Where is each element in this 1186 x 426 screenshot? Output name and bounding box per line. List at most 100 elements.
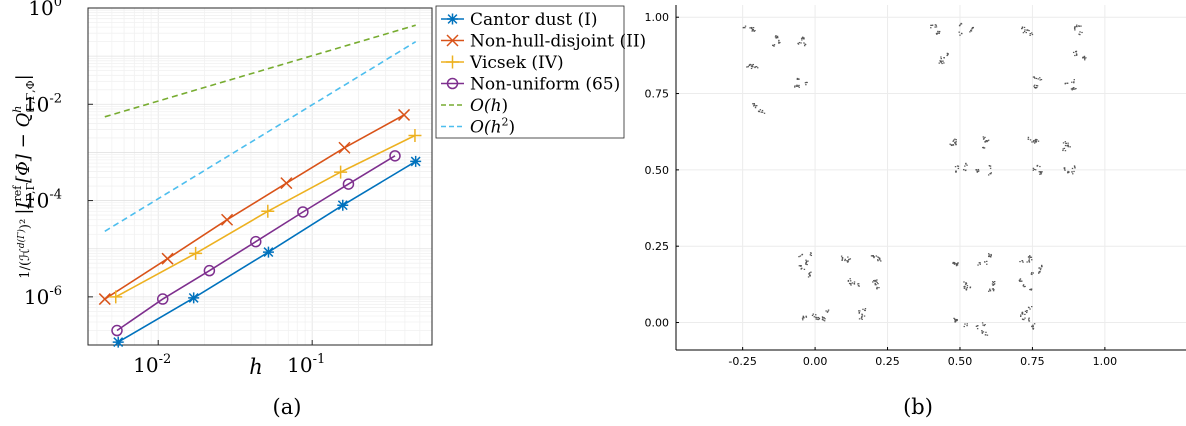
y-tick-label: 0.00 <box>645 317 670 330</box>
data-point <box>773 44 776 46</box>
data-point <box>872 281 874 283</box>
cluster <box>1019 255 1033 263</box>
data-point <box>965 283 968 285</box>
data-point <box>1023 26 1026 29</box>
data-point <box>816 316 818 319</box>
data-point <box>752 29 754 32</box>
cluster <box>771 35 781 47</box>
cluster <box>817 309 830 322</box>
x-tick-label: 10-1 <box>287 352 325 377</box>
data-point <box>955 318 958 321</box>
data-point <box>1035 87 1037 89</box>
data-point <box>823 317 825 319</box>
data-point <box>847 256 849 258</box>
data-point <box>935 26 938 28</box>
data-point <box>984 136 986 139</box>
data-point <box>778 42 780 44</box>
data-point <box>954 138 956 140</box>
data-point <box>1074 166 1076 168</box>
data-point <box>1073 81 1075 83</box>
data-point <box>956 263 958 265</box>
data-point <box>815 316 817 318</box>
data-point <box>946 52 949 54</box>
data-point <box>940 56 942 58</box>
data-point <box>955 263 958 265</box>
data-point <box>972 26 975 29</box>
data-point <box>880 260 882 262</box>
cluster <box>977 253 992 266</box>
data-point <box>1024 310 1027 312</box>
data-point <box>1023 318 1025 321</box>
data-point <box>754 29 756 32</box>
data-point <box>1036 86 1038 89</box>
data-point <box>993 280 996 283</box>
data-point <box>805 261 808 263</box>
data-point <box>848 258 850 260</box>
data-point <box>966 164 968 166</box>
data-point <box>1028 256 1030 258</box>
data-point <box>1066 144 1069 147</box>
data-point <box>775 37 777 39</box>
cluster <box>1073 24 1083 36</box>
data-point <box>879 259 881 261</box>
data-point <box>1081 31 1083 34</box>
data-point <box>954 166 957 168</box>
x-tick-label: 0.00 <box>803 355 828 368</box>
data-point <box>1038 267 1041 269</box>
data-point <box>975 325 978 327</box>
data-point <box>446 55 459 69</box>
data-point <box>805 263 807 265</box>
data-point <box>857 283 859 285</box>
y-tick-label: 100 <box>28 0 62 20</box>
data-point <box>776 36 778 38</box>
data-point <box>863 315 866 317</box>
data-point <box>796 84 798 86</box>
series-0 <box>112 155 422 348</box>
data-point <box>984 323 986 326</box>
data-point <box>1028 258 1031 260</box>
data-point <box>1024 313 1026 316</box>
cluster <box>742 25 756 32</box>
cluster <box>1064 79 1077 91</box>
data-point <box>983 324 986 327</box>
data-point <box>161 252 174 265</box>
data-point <box>1027 138 1029 140</box>
data-point <box>954 318 956 320</box>
data-point <box>959 24 961 26</box>
data-point <box>757 67 759 69</box>
data-point <box>862 308 864 310</box>
data-point <box>1064 150 1067 152</box>
data-point <box>878 287 880 289</box>
data-point <box>1022 261 1024 263</box>
data-point <box>809 274 811 277</box>
data-point <box>958 31 960 33</box>
series-3 <box>111 150 401 337</box>
data-point <box>874 284 876 286</box>
data-point <box>1063 147 1066 150</box>
data-point <box>1022 313 1024 315</box>
data-point <box>1073 170 1075 173</box>
data-point <box>1037 78 1039 80</box>
data-point <box>802 37 804 39</box>
data-point <box>750 27 752 29</box>
data-point <box>989 289 991 291</box>
data-point <box>754 105 757 107</box>
data-point <box>954 141 956 143</box>
data-point <box>1071 87 1074 89</box>
data-point <box>1079 31 1081 33</box>
data-point <box>755 66 758 68</box>
data-point <box>807 276 810 278</box>
data-point <box>805 259 807 261</box>
data-point <box>1032 272 1034 274</box>
data-point <box>1028 306 1030 309</box>
data-point <box>1034 169 1037 171</box>
data-point <box>760 111 762 113</box>
data-point <box>1040 267 1042 269</box>
data-point <box>990 253 992 256</box>
data-point <box>1064 83 1066 85</box>
data-point <box>112 336 124 348</box>
data-point <box>991 288 994 290</box>
data-point <box>963 287 966 289</box>
data-point <box>956 264 959 266</box>
data-point <box>977 264 979 266</box>
